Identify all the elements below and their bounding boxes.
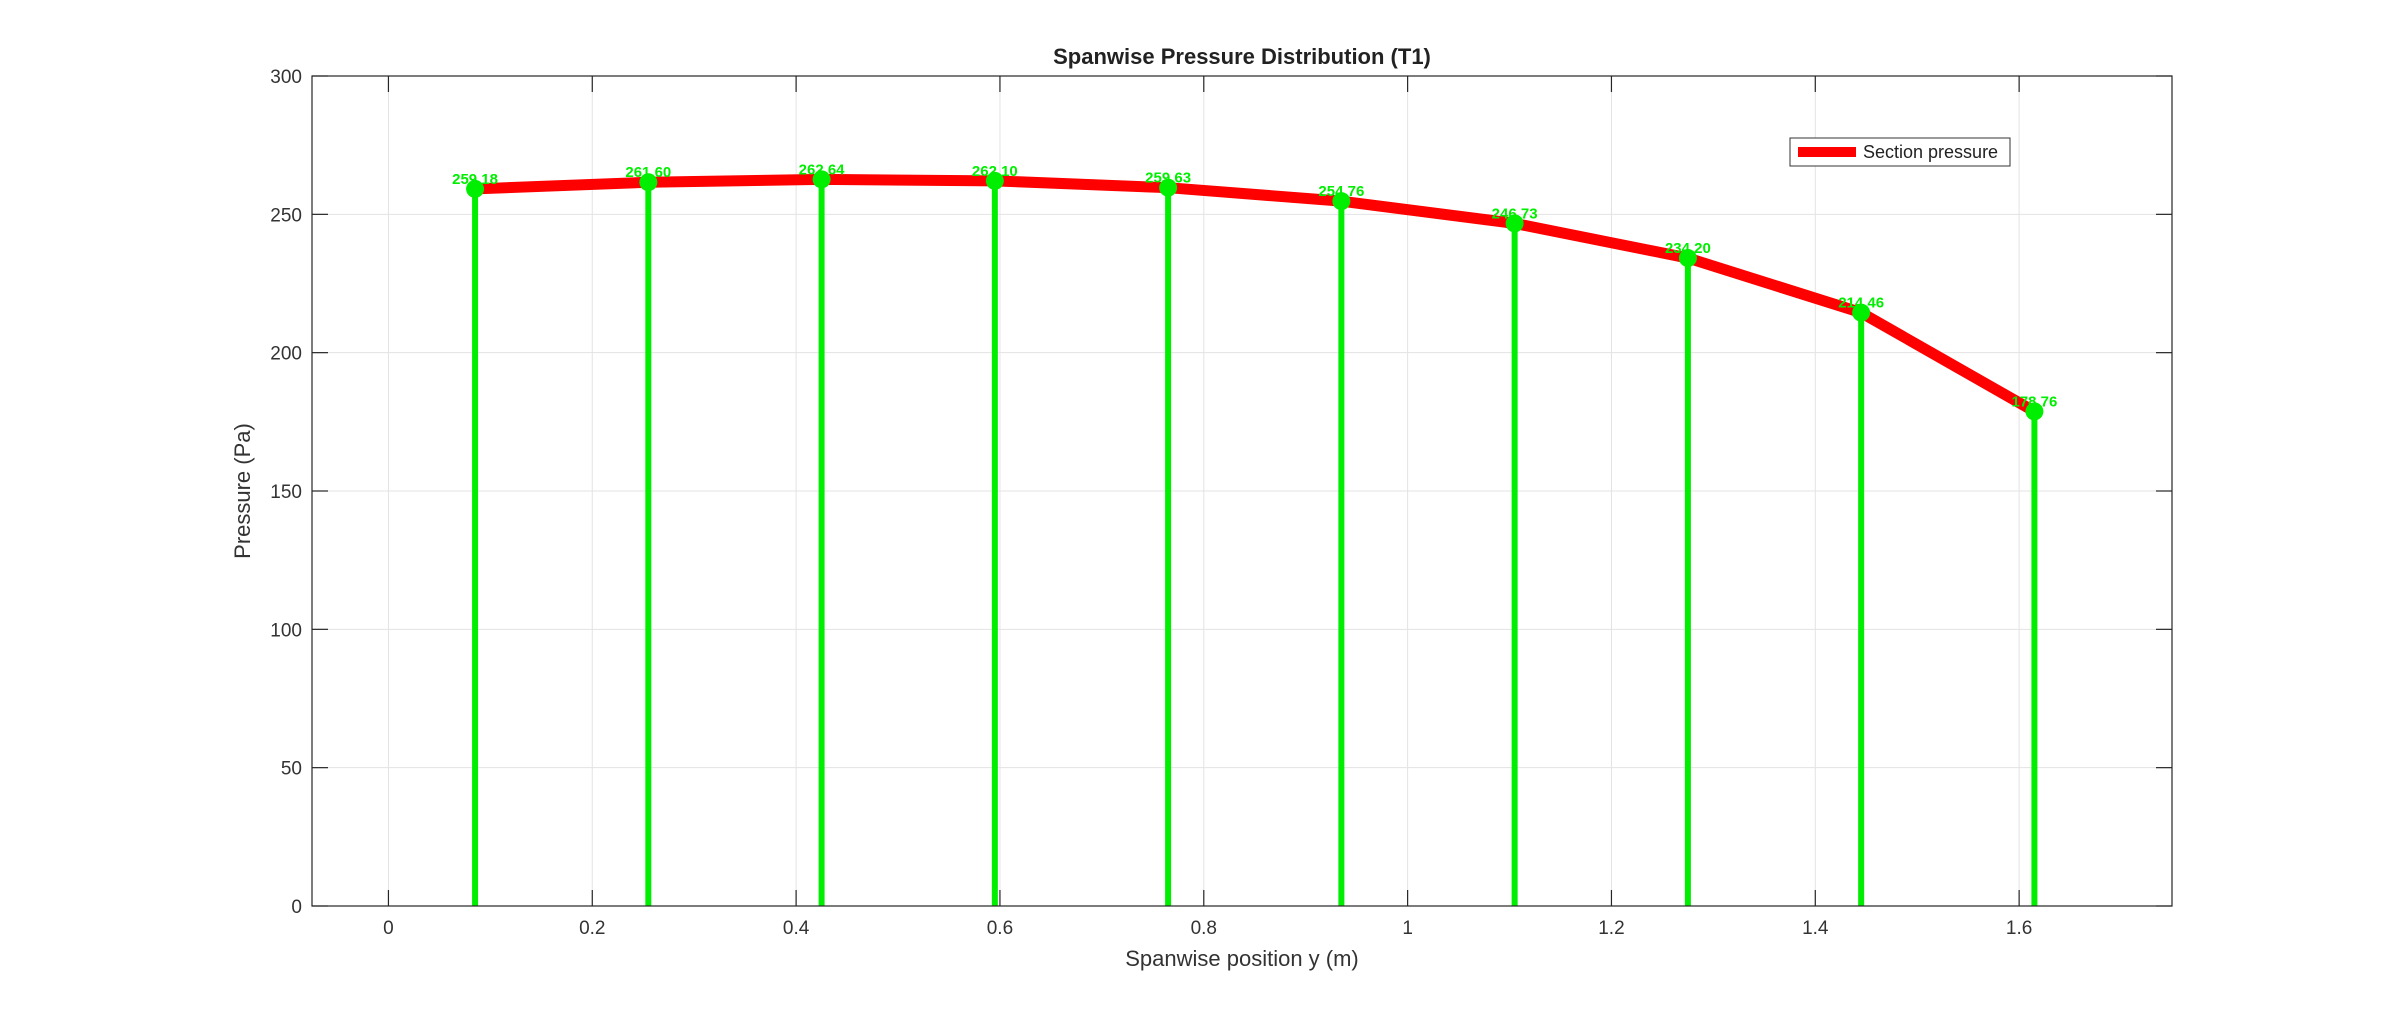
data-labels: 259.18 261.60 262.64 262.10 259.63 254.76 246.…	[452, 161, 2057, 410]
stem-marker	[1678, 249, 1697, 268]
x-axis-label: Spanwise position y (m)	[1125, 946, 1359, 971]
data-label: 254.76	[1318, 183, 1364, 200]
data-label: 261.60	[625, 164, 671, 181]
stem-marker	[1159, 178, 1178, 197]
y-tick-label: 100	[270, 620, 302, 641]
data-label: 259.18	[452, 171, 498, 188]
x-tick-label: 0	[383, 918, 394, 939]
y-tick-label: 50	[281, 759, 302, 780]
data-label: 178.76	[2011, 393, 2057, 410]
stem-marker	[1332, 192, 1351, 211]
data-label: 214.46	[1838, 295, 1884, 312]
stem-lines	[472, 179, 2038, 906]
stem-marker	[812, 170, 831, 189]
x-tick-label: 0.4	[783, 918, 810, 939]
x-tick-label: 1.2	[1598, 918, 1624, 939]
data-label: 234.20	[1665, 240, 1711, 257]
x-tick-label: 0.2	[579, 918, 605, 939]
grid-lines	[312, 75, 2172, 907]
stem-marker	[985, 171, 1004, 190]
series-lines	[474, 173, 2038, 417]
y-axis-label: Pressure (Pa)	[230, 423, 255, 559]
data-label: 246.73	[1492, 205, 1538, 222]
x-tick-label: 1.6	[2006, 918, 2032, 939]
legend: Section pressure	[1789, 137, 2011, 167]
x-tick-label: 1.4	[1802, 918, 1829, 939]
data-label: 262.10	[972, 163, 1018, 180]
y-tick-label: 150	[270, 482, 302, 503]
stem-marker	[2025, 402, 2044, 421]
y-tick-label: 200	[270, 344, 302, 365]
x-tick-label: 1	[1402, 918, 1413, 939]
stem-marker	[1852, 303, 1871, 322]
series-line	[474, 173, 2038, 417]
stem-marker	[639, 173, 658, 192]
legend-entry: Section pressure	[1863, 142, 1998, 162]
axis-ticks	[312, 75, 2172, 907]
stem-markers	[466, 170, 2044, 421]
stem-marker	[466, 179, 485, 198]
x-tick-label: 0.6	[987, 918, 1013, 939]
data-label: 262.64	[799, 161, 846, 178]
y-tick-label: 300	[270, 67, 302, 88]
data-label: 259.63	[1145, 170, 1191, 187]
tick-labels: 0 0.2 0.4 0.6 0.8 1 1.2 1.4 1.6 0 50 100 150 200 250 30…	[270, 67, 2032, 939]
chart-title: Spanwise Pressure Distribution (T1)	[1053, 44, 1431, 69]
stem-marker	[1505, 214, 1524, 233]
y-tick-label: 250	[270, 205, 302, 226]
x-tick-label: 0.8	[1191, 918, 1217, 939]
y-tick-label: 0	[291, 897, 302, 918]
